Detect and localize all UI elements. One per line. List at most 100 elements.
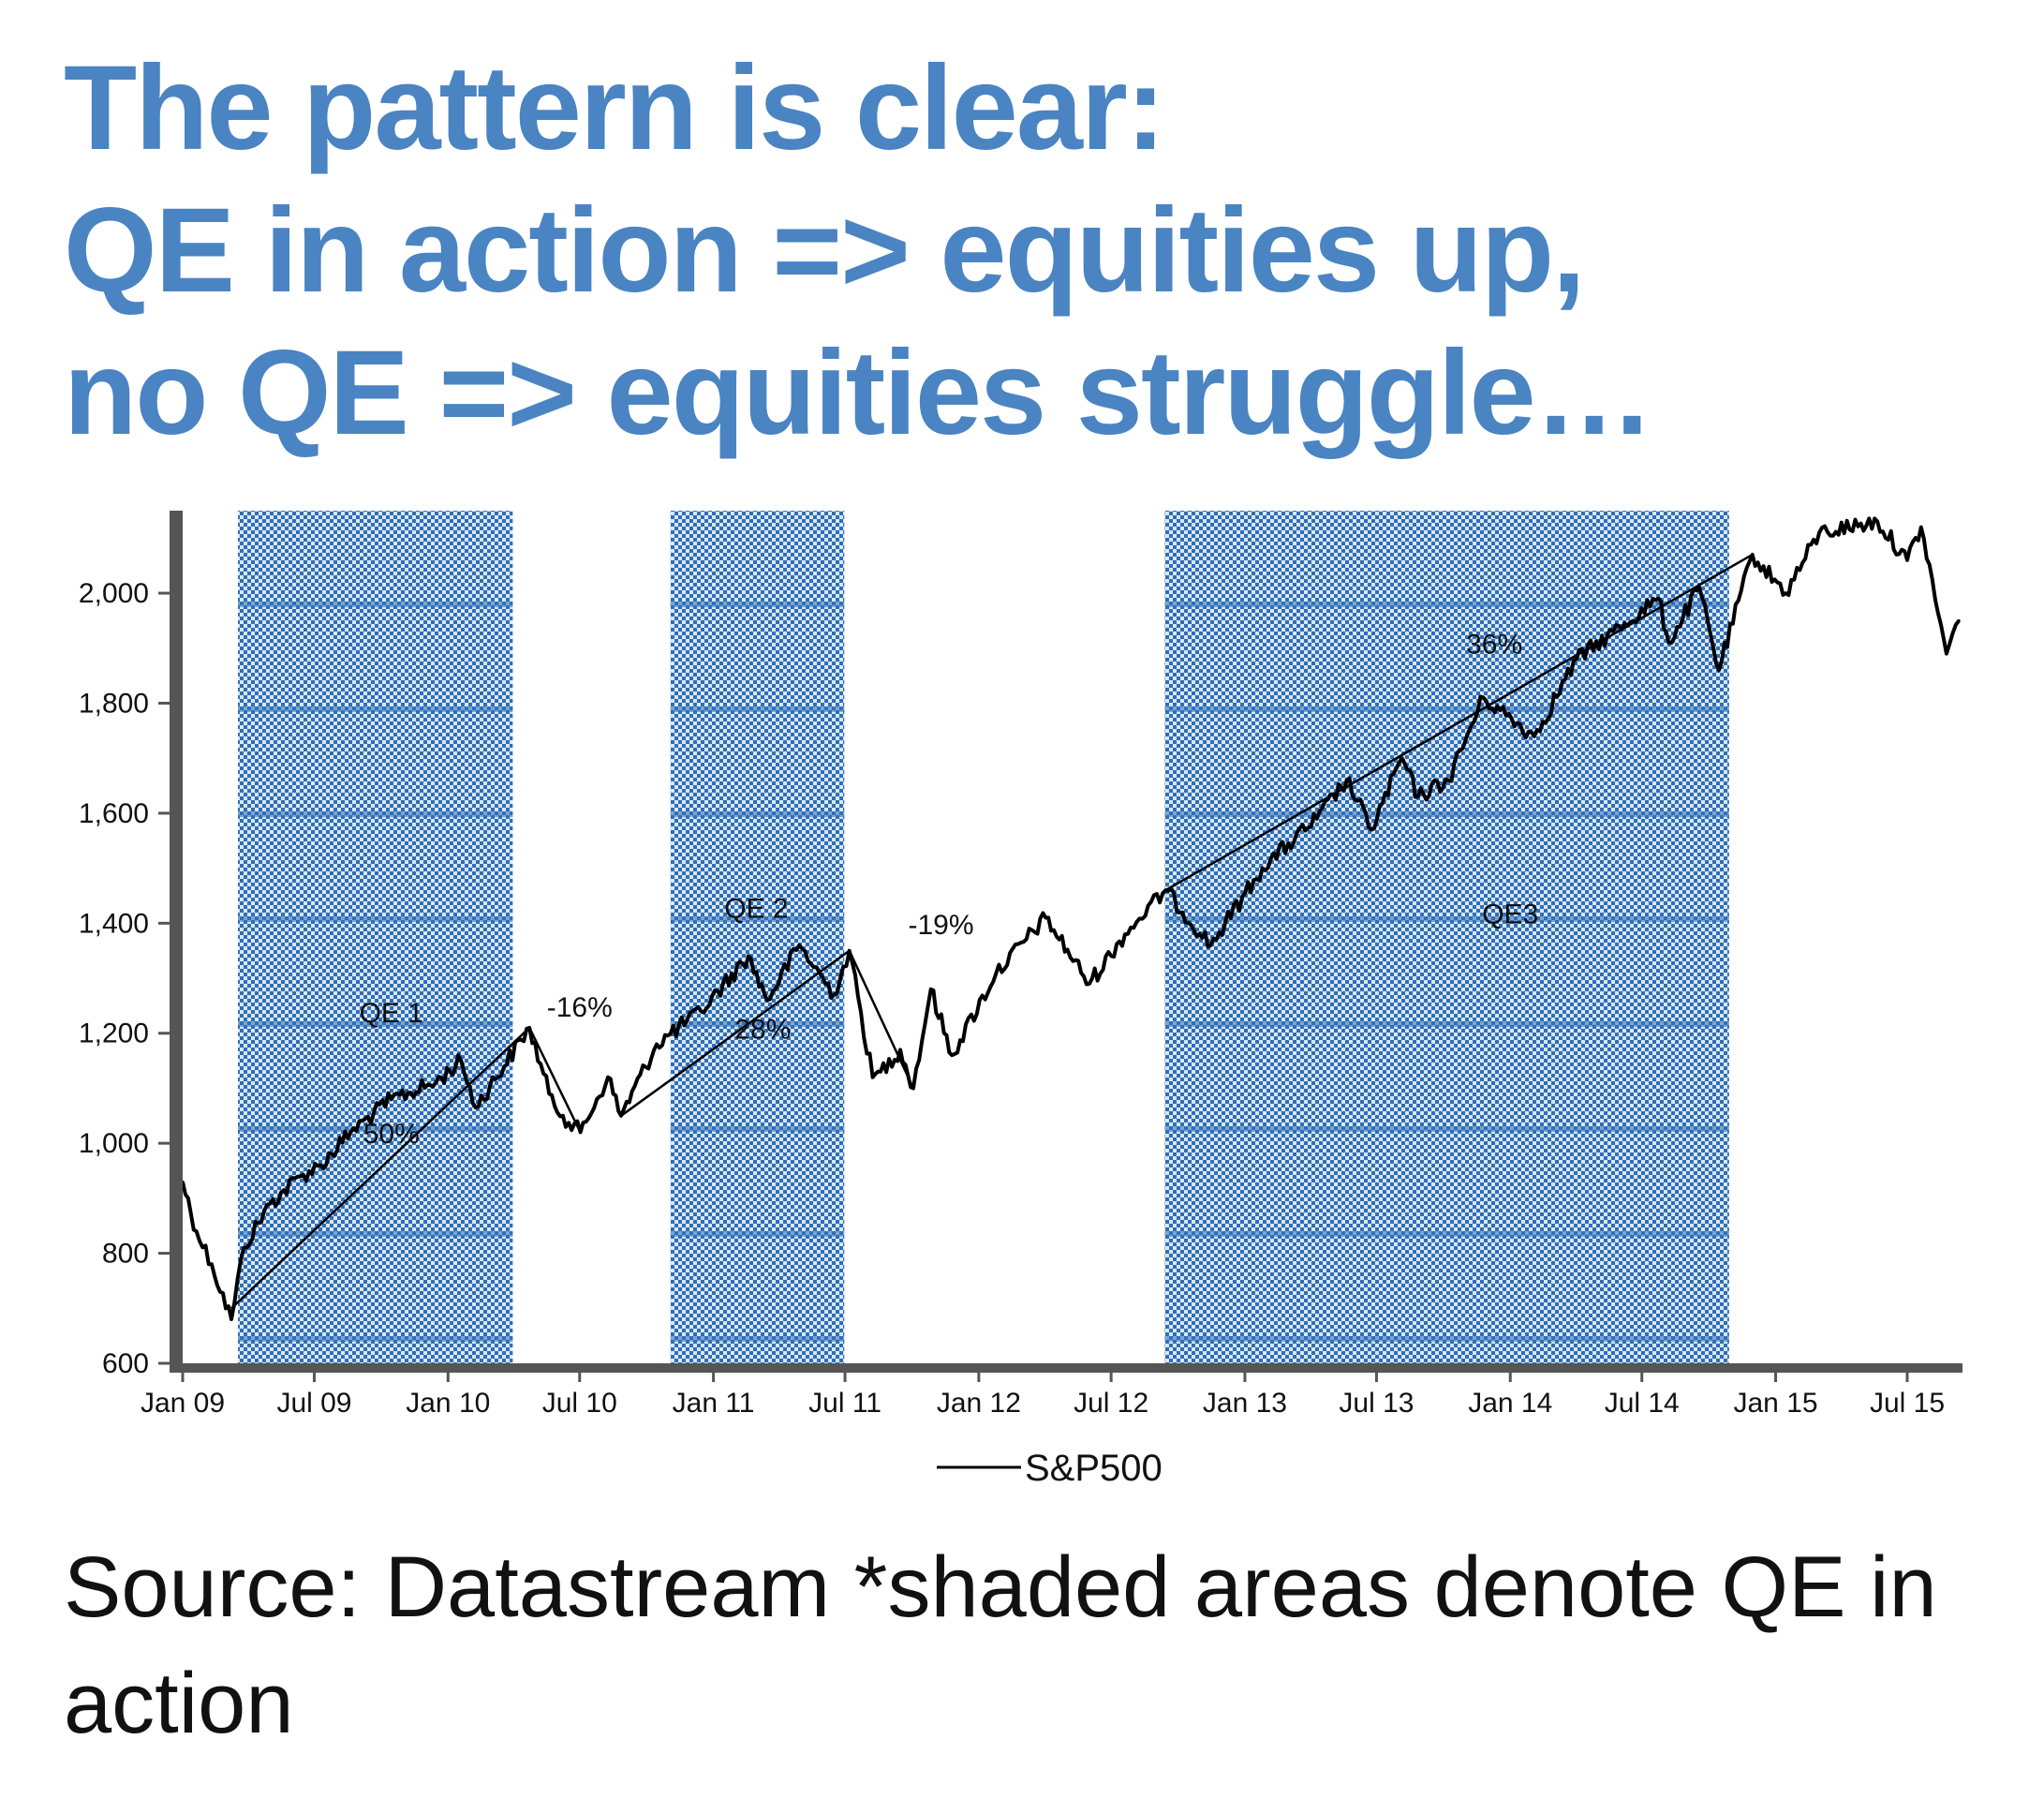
x-tick-label: Jan 12 bbox=[937, 1388, 1021, 1419]
x-axis-line bbox=[170, 1363, 1963, 1373]
headline-line-3: no QE => equities struggle… bbox=[64, 326, 1654, 460]
annotation-label: QE3 bbox=[1482, 899, 1538, 929]
annotations: QE 1 50% -16% QE 2 28% -19% 36% QE3 bbox=[360, 630, 1539, 1151]
series-point bbox=[1315, 817, 1319, 821]
trend-line-2 bbox=[528, 1027, 582, 1133]
trend-lines bbox=[230, 553, 1754, 1310]
legend: S&P500 bbox=[937, 1448, 1163, 1489]
trend-line-3 bbox=[620, 949, 851, 1117]
series-point bbox=[230, 1317, 233, 1321]
x-tick-label: Jul 14 bbox=[1605, 1388, 1680, 1419]
qe-shade-grid-3 bbox=[1164, 511, 1729, 1363]
annotation-label: 28% bbox=[734, 1015, 791, 1046]
series-point bbox=[1875, 520, 1879, 524]
series-point bbox=[1088, 982, 1091, 986]
y-tick-label: 1,200 bbox=[79, 1018, 149, 1049]
series-point bbox=[318, 1164, 322, 1167]
y-tick-label: 800 bbox=[102, 1239, 149, 1270]
series-point bbox=[929, 988, 933, 991]
series-point bbox=[390, 1097, 393, 1101]
annotation-label: 50% bbox=[363, 1119, 420, 1150]
series-point bbox=[765, 999, 769, 1003]
sp500-chart: 600 800 1,000 1,200 1,400 1,600 1,800 2,000 Jan… bbox=[79, 511, 1963, 1489]
series-point bbox=[619, 1114, 623, 1118]
series-point bbox=[348, 1130, 352, 1134]
series-point bbox=[898, 1048, 902, 1051]
series-point bbox=[1123, 932, 1127, 936]
series-point bbox=[1957, 618, 1961, 622]
x-tick-label: Jan 11 bbox=[673, 1388, 755, 1419]
series-point bbox=[655, 1042, 659, 1046]
y-tick-label: 2,000 bbox=[79, 578, 149, 609]
series-point bbox=[1666, 641, 1670, 645]
series-point bbox=[1919, 526, 1923, 529]
source-note: Source: Datastream *shaded areas denote … bbox=[64, 1539, 1937, 1751]
series-point bbox=[1575, 658, 1578, 662]
y-axis-line bbox=[170, 511, 183, 1369]
series-point bbox=[1400, 756, 1404, 760]
series-point bbox=[797, 944, 801, 947]
qe-shaded-areas bbox=[237, 511, 1729, 1363]
annotation-label: -16% bbox=[547, 992, 613, 1023]
x-tick-label: Jul 09 bbox=[276, 1388, 351, 1419]
series-point bbox=[1905, 558, 1909, 562]
x-tick-label: Jul 15 bbox=[1870, 1388, 1945, 1419]
x-axis-ticks: Jan 09 Jul 09 Jan 10 Jul 10 Jan 11 Jul 11 Jan … bbox=[141, 1373, 1945, 1419]
series-point bbox=[561, 1114, 565, 1118]
x-tick-label: Jul 11 bbox=[808, 1388, 881, 1419]
qe-shade-grid-2 bbox=[670, 511, 845, 1363]
annotation-label: QE 2 bbox=[724, 893, 788, 924]
series-point bbox=[911, 1086, 915, 1090]
series-point bbox=[547, 1092, 551, 1095]
headline-line-2: QE in action => equities up, bbox=[64, 184, 1586, 318]
series-point bbox=[459, 1059, 463, 1063]
series-point bbox=[606, 1076, 610, 1079]
series-point bbox=[1416, 795, 1420, 798]
y-tick-label: 600 bbox=[102, 1348, 149, 1379]
series-point bbox=[1370, 828, 1373, 832]
trend-line-1 bbox=[230, 1026, 531, 1310]
series-point bbox=[871, 1076, 875, 1079]
series-point bbox=[1717, 668, 1721, 672]
series-point bbox=[1163, 888, 1167, 892]
x-tick-label: Jul 13 bbox=[1339, 1388, 1414, 1419]
annotation-label: 36% bbox=[1466, 630, 1522, 661]
annotation-label: -19% bbox=[908, 910, 973, 941]
series-point bbox=[1533, 735, 1536, 738]
series-point bbox=[1261, 867, 1265, 870]
series-point bbox=[1044, 915, 1047, 919]
series-point bbox=[1208, 944, 1212, 947]
x-tick-label: Jul 12 bbox=[1074, 1388, 1148, 1419]
series-layer bbox=[181, 516, 1961, 1321]
x-tick-label: Jan 15 bbox=[1733, 1388, 1817, 1419]
series-point bbox=[434, 1081, 437, 1085]
y-tick-label: 1,400 bbox=[79, 908, 149, 939]
y-axis-ticks: 600 800 1,000 1,200 1,400 1,600 1,800 2,000 bbox=[79, 578, 170, 1379]
series-point bbox=[995, 971, 999, 974]
series-point bbox=[242, 1246, 245, 1250]
x-tick-label: Jan 09 bbox=[141, 1388, 225, 1419]
series-point bbox=[1482, 696, 1486, 700]
series-point bbox=[848, 949, 852, 953]
annotation-label: QE 1 bbox=[360, 998, 423, 1029]
series-point bbox=[879, 1070, 882, 1074]
series-point bbox=[299, 1174, 303, 1178]
trend-line-5 bbox=[1164, 553, 1754, 892]
series-point bbox=[579, 1130, 583, 1134]
legend-label-sp500: S&P500 bbox=[1025, 1448, 1163, 1489]
x-tick-label: Jan 13 bbox=[1203, 1388, 1287, 1419]
series-point bbox=[1697, 586, 1701, 589]
series-point bbox=[527, 1026, 531, 1030]
x-tick-label: Jan 10 bbox=[406, 1388, 490, 1419]
series-point bbox=[1657, 597, 1661, 601]
y-tick-label: 1,800 bbox=[79, 688, 149, 719]
series-point bbox=[474, 1106, 478, 1109]
headline: The pattern is clear: QE in action => eq… bbox=[64, 37, 1993, 465]
series-point bbox=[950, 1053, 954, 1057]
series-point bbox=[1751, 553, 1755, 557]
axes bbox=[170, 511, 1963, 1373]
headline-line-1: The pattern is clear: bbox=[64, 41, 1165, 175]
series-point bbox=[1945, 652, 1948, 656]
series-point bbox=[747, 955, 750, 959]
series-point bbox=[1345, 779, 1349, 782]
